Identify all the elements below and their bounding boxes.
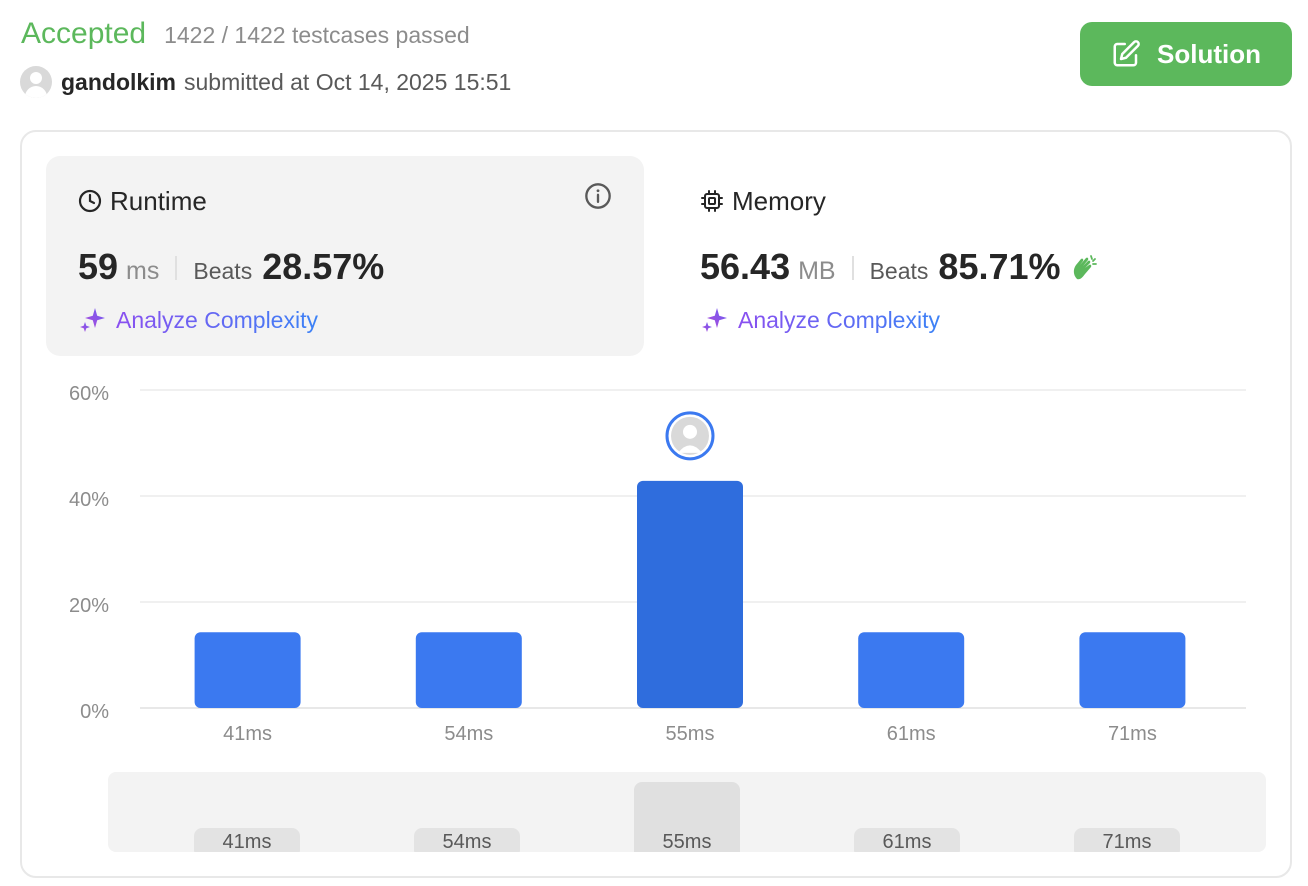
memory-unit: MB bbox=[798, 257, 836, 285]
chart-bar[interactable] bbox=[858, 632, 965, 708]
runtime-label: Runtime bbox=[110, 185, 207, 216]
memory-beats-label: Beats bbox=[869, 258, 929, 284]
clock-icon bbox=[78, 189, 102, 213]
chart-bar[interactable] bbox=[1079, 632, 1186, 708]
solution-button[interactable]: Solution bbox=[1080, 22, 1292, 86]
divider bbox=[175, 256, 178, 280]
chart-bar[interactable] bbox=[415, 632, 522, 708]
info-icon[interactable] bbox=[584, 182, 612, 210]
sparkle-icon bbox=[80, 308, 105, 332]
runtime-beats-label: Beats bbox=[193, 258, 253, 284]
submitted-time: submitted at Oct 14, 2025 15:51 bbox=[184, 68, 512, 95]
solution-button-label: Solution bbox=[1157, 38, 1261, 69]
runtime-value: 59 bbox=[78, 246, 119, 287]
divider bbox=[851, 256, 854, 280]
sparkle-icon bbox=[702, 308, 727, 332]
brush-label: 41ms bbox=[194, 828, 300, 852]
status-title: Accepted bbox=[21, 17, 147, 50]
brush-label: 54ms bbox=[414, 828, 520, 852]
submission-status: Accepted 1422 / 1422 testcases passed bbox=[21, 17, 470, 51]
chart-bar[interactable] bbox=[194, 632, 301, 708]
brush-label: 55ms bbox=[662, 831, 712, 852]
edit-icon bbox=[1113, 40, 1140, 67]
memory-value: 56.43 bbox=[700, 246, 791, 287]
testcases-count: 1422 / 1422 testcases passed bbox=[164, 22, 470, 48]
chip-icon bbox=[701, 190, 723, 212]
submitter-info: gandolkim submitted at Oct 14, 2025 15:5… bbox=[20, 66, 511, 98]
memory-label: Memory bbox=[732, 185, 826, 216]
chart-range-selector[interactable]: 41ms 54ms 55ms 61ms 71ms bbox=[108, 772, 1266, 852]
chart-bar[interactable] bbox=[637, 480, 743, 708]
runtime-analyze-complexity[interactable]: Analyze Complexity bbox=[78, 306, 644, 334]
runtime-panel[interactable]: Runtime 59 ms Beats 28.57% Analyze Compl… bbox=[46, 156, 644, 356]
clapping-hands-icon bbox=[1073, 255, 1097, 280]
user-avatar[interactable] bbox=[20, 66, 52, 98]
brush-label: 71ms bbox=[1074, 828, 1180, 852]
memory-beats-value: 85.71% bbox=[938, 246, 1061, 287]
memory-analyze-complexity[interactable]: Analyze Complexity bbox=[700, 306, 1266, 334]
submission-card: Runtime 59 ms Beats 28.57% Analyze Compl… bbox=[20, 130, 1292, 878]
memory-panel[interactable]: Memory 56.43 MB Beats 85.71% Analyze Com… bbox=[668, 156, 1266, 356]
analyze-complexity-label: Analyze Complexity bbox=[738, 306, 940, 333]
runtime-unit: ms bbox=[126, 257, 160, 285]
analyze-complexity-label: Analyze Complexity bbox=[116, 306, 318, 333]
brush-selection[interactable] bbox=[634, 782, 740, 852]
brush-label: 61ms bbox=[854, 828, 960, 852]
runtime-beats-value: 28.57% bbox=[262, 246, 385, 287]
username-link[interactable]: gandolkim bbox=[61, 68, 177, 95]
